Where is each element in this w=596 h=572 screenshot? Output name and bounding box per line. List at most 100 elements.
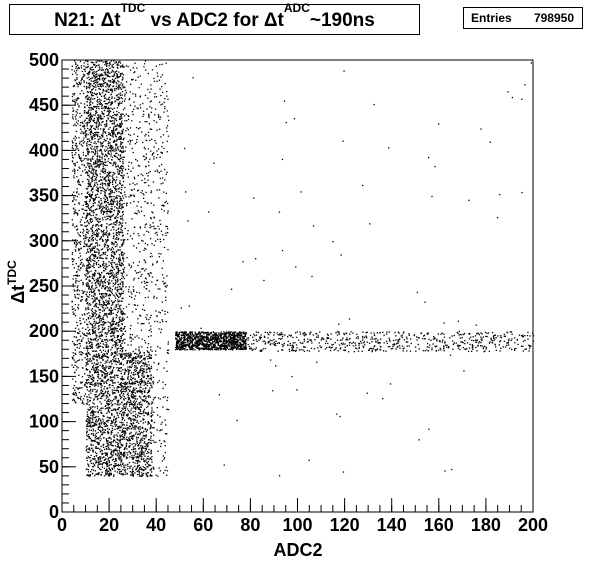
data-point xyxy=(118,360,120,362)
data-point xyxy=(82,367,84,369)
data-point xyxy=(106,373,108,375)
data-point xyxy=(160,328,163,330)
data-point xyxy=(156,234,158,236)
data-point xyxy=(117,344,119,346)
data-point xyxy=(76,343,78,346)
data-point xyxy=(96,230,98,232)
data-point xyxy=(84,70,86,72)
data-point xyxy=(85,134,87,136)
data-point xyxy=(155,96,158,98)
data-point xyxy=(118,224,120,226)
data-point xyxy=(131,111,134,113)
data-point xyxy=(87,115,89,117)
data-point xyxy=(118,138,120,140)
data-point xyxy=(85,233,87,236)
data-point xyxy=(85,218,87,220)
data-point xyxy=(91,286,93,288)
data-point xyxy=(84,221,86,224)
data-point xyxy=(72,311,74,313)
data-point xyxy=(85,386,88,388)
data-point xyxy=(93,305,95,308)
data-point xyxy=(116,176,118,178)
data-point xyxy=(100,392,103,395)
data-point xyxy=(93,330,95,332)
data-point xyxy=(91,220,94,222)
data-point xyxy=(152,381,154,383)
data-point xyxy=(122,422,124,424)
data-point xyxy=(113,351,116,353)
data-point xyxy=(144,342,147,344)
data-point xyxy=(122,358,124,360)
data-point xyxy=(92,170,95,172)
data-point xyxy=(99,419,102,421)
data-point xyxy=(97,347,100,349)
data-point xyxy=(82,402,84,404)
data-point xyxy=(96,279,98,281)
data-point xyxy=(96,344,98,346)
data-point xyxy=(89,237,91,239)
data-point xyxy=(81,299,83,301)
data-point xyxy=(81,140,83,142)
data-point xyxy=(121,377,123,379)
data-point xyxy=(117,409,119,411)
data-point xyxy=(105,86,107,88)
data-point xyxy=(114,89,116,92)
data-point xyxy=(111,191,113,193)
data-point xyxy=(96,147,98,150)
data-point xyxy=(110,313,113,315)
data-point xyxy=(112,381,114,384)
data-point xyxy=(72,278,74,280)
data-point xyxy=(115,297,117,299)
data-point xyxy=(107,249,109,251)
data-point xyxy=(121,272,123,274)
data-point xyxy=(72,170,74,172)
data-point xyxy=(87,276,89,278)
data-point xyxy=(120,223,122,225)
data-point xyxy=(124,150,126,152)
data-point xyxy=(164,469,166,471)
data-point xyxy=(93,332,95,334)
data-point xyxy=(96,245,99,247)
data-point xyxy=(95,262,97,264)
data-point xyxy=(89,251,91,253)
data-point xyxy=(102,304,104,306)
data-point xyxy=(165,173,167,175)
data-point xyxy=(118,124,121,126)
data-point xyxy=(106,394,108,396)
data-point xyxy=(100,391,102,394)
data-point xyxy=(97,135,99,138)
data-point xyxy=(111,175,113,177)
data-point xyxy=(88,245,91,247)
data-point xyxy=(97,328,99,331)
data-point xyxy=(147,97,149,99)
data-point xyxy=(86,332,88,334)
data-point xyxy=(88,169,90,172)
data-point xyxy=(117,84,120,87)
data-point xyxy=(91,421,93,423)
data-point xyxy=(118,450,121,452)
data-point xyxy=(107,300,109,302)
data-point xyxy=(115,241,117,243)
data-point xyxy=(98,116,100,118)
data-point xyxy=(118,206,120,208)
data-point xyxy=(113,294,115,296)
data-point xyxy=(117,99,119,101)
data-point xyxy=(94,464,96,467)
data-point xyxy=(101,393,104,395)
data-point xyxy=(109,133,111,135)
data-point xyxy=(78,397,80,400)
data-point xyxy=(158,328,160,330)
data-point xyxy=(86,162,89,164)
data-point xyxy=(90,190,92,192)
data-point xyxy=(98,356,100,358)
data-point xyxy=(105,244,107,246)
data-point xyxy=(86,258,88,260)
data-point xyxy=(106,82,108,85)
data-point xyxy=(86,335,88,337)
data-point xyxy=(116,408,119,410)
data-point xyxy=(104,103,107,105)
data-point xyxy=(121,310,123,313)
data-point xyxy=(129,141,132,143)
data-point xyxy=(155,310,157,312)
data-point xyxy=(103,183,105,185)
